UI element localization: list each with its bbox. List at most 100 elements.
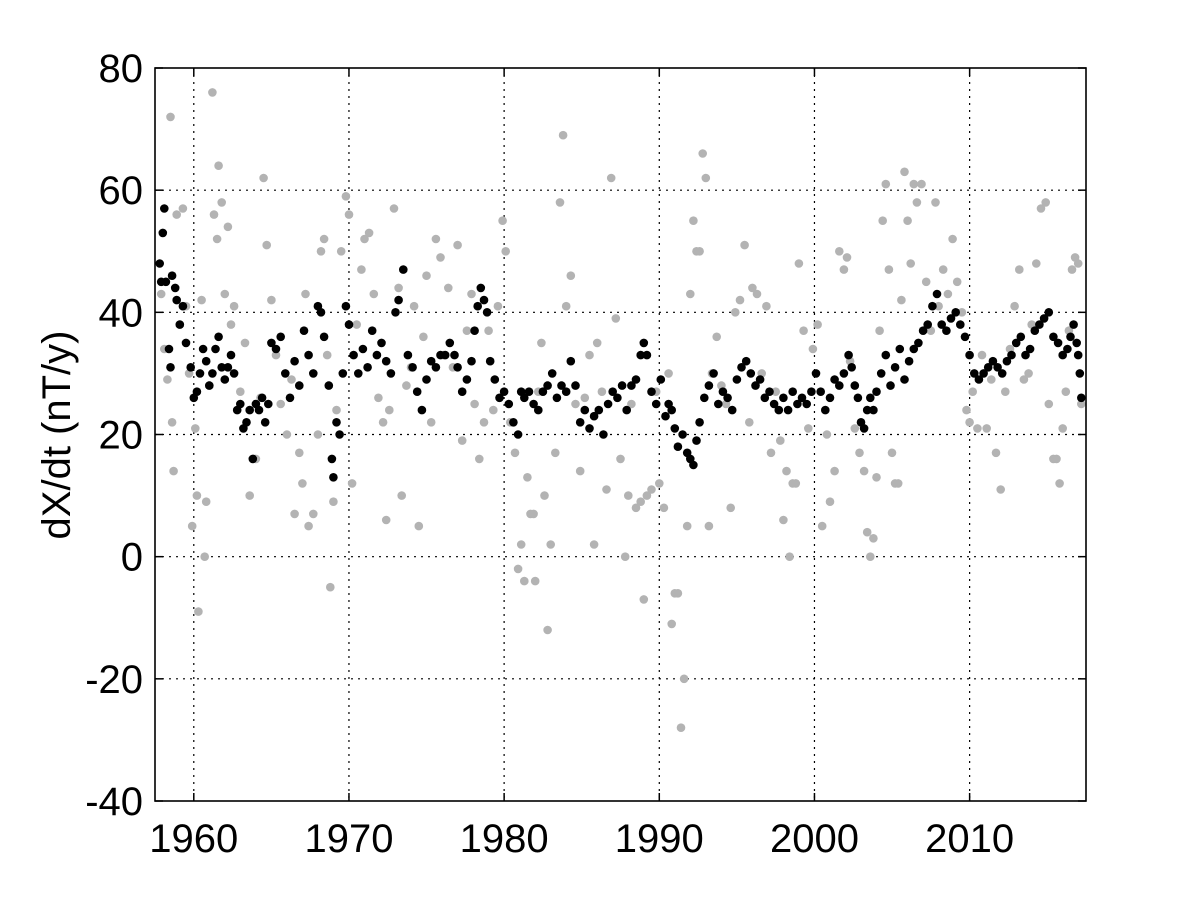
data-point xyxy=(712,332,721,342)
data-point xyxy=(1002,356,1012,366)
data-point xyxy=(914,338,923,348)
data-point xyxy=(624,491,633,500)
data-point xyxy=(341,192,351,201)
data-point xyxy=(192,491,202,500)
data-point xyxy=(895,344,905,354)
data-point xyxy=(200,552,209,561)
data-point xyxy=(530,576,540,586)
data-point xyxy=(617,381,627,390)
data-point xyxy=(158,228,168,238)
data-point xyxy=(974,375,984,384)
data-point xyxy=(403,350,413,360)
data-point xyxy=(804,424,813,433)
data-point xyxy=(155,259,164,268)
data-point xyxy=(208,88,217,97)
data-point xyxy=(419,332,428,342)
data-point xyxy=(797,393,807,403)
data-point xyxy=(597,387,607,397)
data-point xyxy=(229,301,239,311)
data-point xyxy=(450,350,459,360)
data-point xyxy=(436,253,445,262)
data-point xyxy=(214,161,223,170)
data-point xyxy=(172,210,181,219)
data-point xyxy=(504,399,514,409)
data-point xyxy=(571,399,580,409)
data-point xyxy=(585,350,594,360)
data-point xyxy=(642,350,652,360)
data-point xyxy=(983,363,993,372)
data-point xyxy=(520,576,529,586)
data-point xyxy=(358,344,368,354)
data-point xyxy=(326,582,335,592)
data-point xyxy=(968,387,977,397)
data-point xyxy=(523,473,532,482)
data-point xyxy=(262,240,272,250)
data-point xyxy=(970,369,979,378)
data-point xyxy=(369,289,379,299)
data-point xyxy=(276,399,286,409)
data-point xyxy=(304,521,313,531)
data-point xyxy=(741,356,751,366)
data-point xyxy=(457,436,467,445)
data-point xyxy=(943,289,953,299)
data-point xyxy=(489,405,498,415)
data-point xyxy=(381,515,391,525)
data-point xyxy=(821,405,830,415)
data-point xyxy=(737,363,746,372)
data-point xyxy=(561,301,571,311)
data-point xyxy=(498,216,507,225)
data-point xyxy=(285,393,295,403)
data-point xyxy=(217,363,226,372)
data-point xyxy=(501,247,511,256)
data-point xyxy=(639,338,649,348)
data-point xyxy=(229,369,239,378)
data-point xyxy=(495,393,504,403)
data-point xyxy=(655,479,664,488)
data-point xyxy=(304,350,313,360)
x-tick-label: 1990 xyxy=(615,817,704,861)
data-point xyxy=(957,308,967,317)
data-point xyxy=(897,295,906,305)
data-point xyxy=(484,326,493,336)
data-point xyxy=(1025,344,1035,354)
data-point xyxy=(1073,350,1083,360)
data-point xyxy=(599,430,608,439)
data-point xyxy=(1044,308,1054,317)
data-point xyxy=(698,149,707,158)
data-point xyxy=(611,314,621,323)
data-point xyxy=(830,466,839,476)
data-point xyxy=(862,405,872,415)
data-point xyxy=(876,369,886,378)
data-point xyxy=(802,399,811,409)
data-point xyxy=(1073,259,1083,268)
data-point xyxy=(245,405,254,415)
data-point xyxy=(490,375,500,384)
data-point xyxy=(1052,454,1061,464)
data-point xyxy=(566,356,576,366)
data-point xyxy=(422,271,431,281)
data-point xyxy=(937,320,946,329)
data-point xyxy=(187,521,197,531)
data-point xyxy=(793,399,802,409)
data-point xyxy=(811,369,821,378)
y-tick-label: 80 xyxy=(99,47,144,91)
y-tick-label: 20 xyxy=(99,414,144,458)
data-point xyxy=(267,338,276,348)
data-point xyxy=(651,399,661,409)
data-point xyxy=(1010,301,1019,311)
data-point xyxy=(298,479,307,488)
data-point xyxy=(271,344,281,354)
data-point xyxy=(585,424,594,433)
data-point xyxy=(886,381,895,390)
data-point xyxy=(374,393,383,403)
data-point xyxy=(389,204,399,213)
data-point xyxy=(476,283,486,293)
data-point xyxy=(704,381,714,390)
data-point xyxy=(779,515,788,525)
data-point xyxy=(602,485,611,494)
data-point xyxy=(745,418,754,427)
data-point xyxy=(606,173,616,183)
data-point xyxy=(166,363,175,372)
series-black-points xyxy=(155,204,1086,482)
data-point xyxy=(726,503,735,513)
